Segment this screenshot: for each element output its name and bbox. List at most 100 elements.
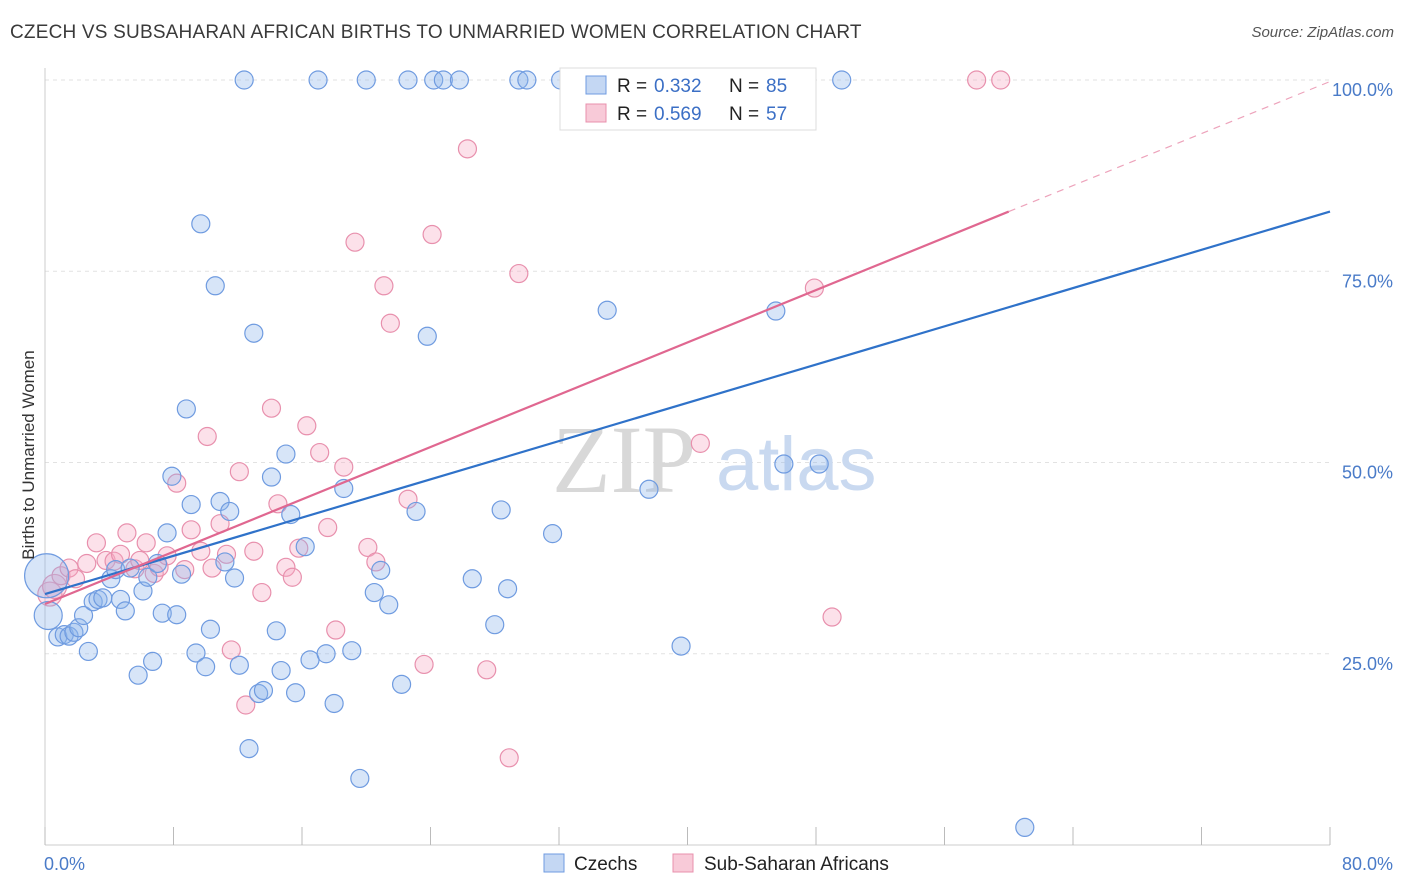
czechs-point-72 bbox=[498, 579, 518, 599]
legend-swatch-czechs bbox=[585, 75, 607, 95]
czechs-point-57 bbox=[350, 768, 370, 789]
czechs-point-20 bbox=[143, 651, 163, 672]
czechs-point-73 bbox=[509, 70, 529, 90]
czechs-point-51 bbox=[300, 650, 320, 670]
czechs-point-28 bbox=[181, 494, 201, 515]
czechs-point-78 bbox=[639, 479, 659, 499]
watermark-zip: ZIP bbox=[552, 406, 696, 513]
legend-czechs-r-value: 0.332 bbox=[654, 76, 702, 97]
africans-point-26 bbox=[229, 462, 249, 482]
czechs-point-14 bbox=[110, 589, 131, 610]
africans-point-38 bbox=[326, 620, 346, 640]
y-tick-label-2: 50.0% bbox=[1342, 463, 1393, 483]
legend-swatch-africans bbox=[585, 103, 607, 123]
africans-point-35 bbox=[297, 416, 317, 436]
czechs-point-74 bbox=[517, 70, 537, 90]
czechs-point-60 bbox=[371, 560, 391, 580]
africans-point-9 bbox=[110, 544, 131, 564]
czechs-point-83 bbox=[832, 70, 852, 90]
series-legend: Czechs Sub-Saharan Africans bbox=[543, 853, 889, 875]
czechs-point-32 bbox=[200, 619, 221, 639]
czechs-point-24 bbox=[162, 466, 182, 486]
africans-point-34 bbox=[289, 538, 309, 558]
africans-point-28 bbox=[244, 541, 264, 561]
czechs-point-11 bbox=[93, 588, 113, 608]
chart-title: CZECH VS SUBSAHARAN AFRICAN BIRTHS TO UN… bbox=[10, 22, 862, 43]
czechs-point-67 bbox=[433, 70, 453, 90]
series-czechs-points bbox=[24, 70, 1035, 838]
africans-point-6 bbox=[86, 533, 107, 553]
bottom-legend-swatch-africans bbox=[672, 853, 694, 873]
africans-point-13 bbox=[136, 533, 156, 553]
watermark: ZIP atlas bbox=[552, 406, 877, 513]
czechs-point-22 bbox=[152, 603, 172, 623]
bottom-legend-swatch-czechs bbox=[543, 853, 565, 873]
czechs-point-31 bbox=[196, 657, 216, 677]
czechs-point-19 bbox=[138, 567, 158, 587]
x-tick-max: 80.0% bbox=[1342, 854, 1393, 874]
czechs-point-7 bbox=[73, 605, 94, 626]
source-label: Source: ZipAtlas.com bbox=[1251, 24, 1394, 41]
czechs-point-84 bbox=[1015, 817, 1035, 838]
legend-czechs-n-value: 85 bbox=[766, 76, 787, 97]
czechs-point-64 bbox=[406, 501, 426, 522]
czechs-point-58 bbox=[356, 70, 376, 90]
correlation-legend: R = 0.332 N = 85 R = 0.569 N = 57 bbox=[559, 67, 817, 131]
legend-czechs-r-label: R = bbox=[617, 76, 647, 97]
czechs-point-15 bbox=[115, 601, 135, 621]
africans-point-40 bbox=[345, 232, 365, 252]
legend-africans-n-label: N = bbox=[729, 104, 759, 125]
africans-point-52 bbox=[690, 433, 710, 453]
africans-point-56 bbox=[991, 70, 1011, 90]
series-africans-points bbox=[37, 70, 1011, 768]
czechs-point-75 bbox=[542, 524, 563, 544]
africans-trendline bbox=[44, 210, 1010, 606]
czechs-point-8 bbox=[78, 641, 98, 662]
africans-point-49 bbox=[477, 660, 497, 680]
czechs-point-40 bbox=[239, 739, 259, 759]
czechs-point-25 bbox=[167, 605, 187, 625]
czechs-point-43 bbox=[253, 680, 274, 701]
legend-africans-n-value: 57 bbox=[766, 104, 787, 125]
czechs-point-65 bbox=[417, 326, 437, 346]
czechs-point-66 bbox=[424, 70, 444, 90]
czechs-point-81 bbox=[774, 454, 794, 474]
y-axis-label: Births to Unmarried Women bbox=[19, 350, 38, 559]
africans-point-46 bbox=[414, 654, 434, 675]
czechs-point-1 bbox=[33, 600, 63, 631]
czechs-point-71 bbox=[491, 500, 511, 520]
czechs-point-46 bbox=[271, 660, 291, 681]
czechs-point-62 bbox=[391, 674, 412, 694]
axes bbox=[44, 68, 1331, 846]
y-tick-label-1: 75.0% bbox=[1342, 271, 1393, 291]
czechs-point-36 bbox=[220, 501, 240, 522]
czechs-point-35 bbox=[215, 552, 235, 572]
africans-point-25 bbox=[221, 640, 241, 660]
czechs-point-44 bbox=[261, 467, 282, 487]
africans-point-21 bbox=[197, 426, 217, 447]
x-tick-min: 0.0% bbox=[44, 854, 85, 874]
czechs-point-69 bbox=[462, 569, 482, 589]
czechs-point-53 bbox=[316, 644, 336, 664]
czechs-point-56 bbox=[342, 641, 362, 661]
czechs-point-41 bbox=[244, 323, 264, 343]
czechs-point-54 bbox=[324, 693, 344, 714]
legend-africans-r-label: R = bbox=[617, 104, 647, 125]
czechs-point-33 bbox=[205, 276, 225, 296]
legend-czechs-n-label: N = bbox=[729, 76, 759, 97]
czechs-trendline bbox=[44, 210, 1331, 596]
y-tick-labels: 100.0% 75.0% 50.0% 25.0% bbox=[1332, 80, 1393, 674]
gridlines bbox=[45, 79, 1330, 655]
czechs-point-39 bbox=[234, 70, 254, 90]
y-tick-label-3: 25.0% bbox=[1342, 654, 1393, 674]
czechs-point-29 bbox=[186, 643, 206, 663]
africans-point-17 bbox=[167, 473, 187, 493]
czechs-point-38 bbox=[229, 655, 249, 675]
africans-point-43 bbox=[380, 313, 400, 333]
czechs-point-70 bbox=[485, 615, 505, 635]
czechs-point-47 bbox=[276, 444, 296, 464]
africans-point-33 bbox=[282, 567, 302, 587]
czechs-point-17 bbox=[128, 665, 148, 685]
czechs-point-61 bbox=[379, 595, 399, 615]
